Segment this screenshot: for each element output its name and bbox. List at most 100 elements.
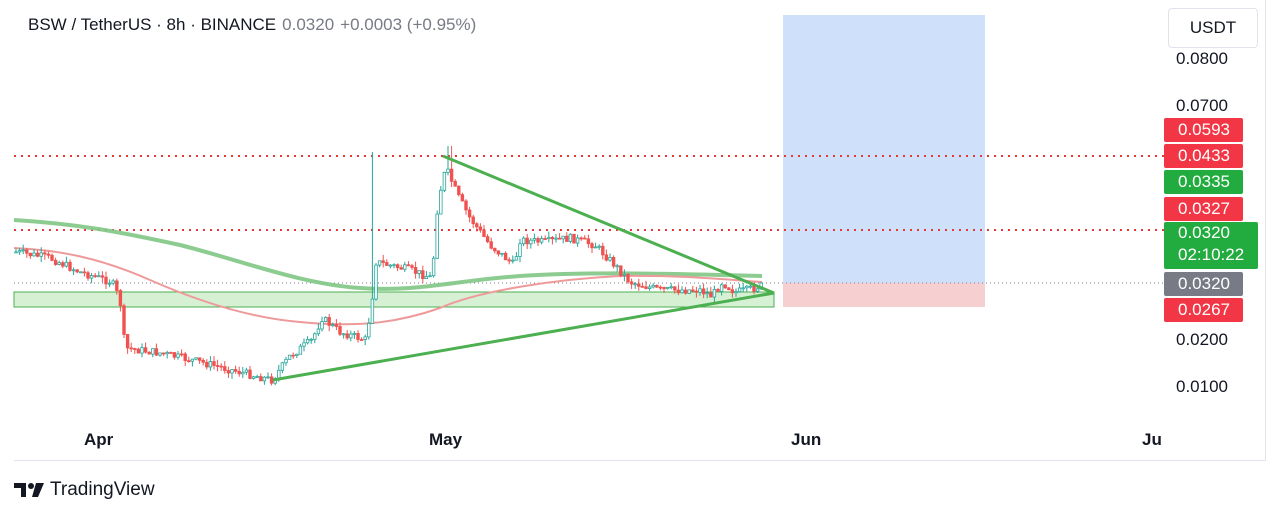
candle-body: [79, 271, 83, 274]
candle-body: [140, 347, 144, 354]
candle-body: [111, 280, 115, 284]
stop-zone[interactable]: [783, 283, 985, 307]
price-change: +0.0003 (+0.95%): [340, 15, 477, 34]
candle-body: [334, 324, 339, 327]
candle-body: [215, 365, 220, 367]
candle-body: [295, 353, 299, 357]
candle-body: [719, 284, 724, 292]
candle-body: [313, 333, 317, 340]
x-label-jul: Ju: [1142, 430, 1162, 449]
candle-body: [226, 370, 231, 374]
candle-body: [255, 376, 259, 378]
candle-body: [727, 287, 731, 291]
candle-body: [421, 270, 425, 280]
candle-body: [403, 264, 407, 270]
candle-body: [755, 288, 760, 292]
candle-body: [399, 267, 403, 270]
candle-body: [302, 342, 306, 347]
candle-body: [424, 276, 429, 280]
candle-body: [341, 333, 346, 336]
candle-body: [608, 257, 612, 261]
candle-body: [485, 236, 490, 243]
candle-body: [345, 333, 349, 339]
symbol-title[interactable]: BSW / TetherUS · 8h · BINANCE: [28, 15, 277, 34]
candle-body: [147, 351, 151, 355]
candle-body: [745, 285, 749, 289]
candle-body: [640, 285, 645, 288]
candle-body: [320, 321, 324, 330]
candle-body: [748, 285, 753, 288]
triangle-upper-trendline[interactable]: [442, 154, 775, 295]
candle-body: [507, 259, 511, 262]
y-tick-0200: 0.0200: [1176, 330, 1228, 349]
candle-body: [32, 252, 36, 257]
candle-body: [467, 209, 472, 218]
currency-unit-button[interactable]: USDT: [1168, 8, 1258, 48]
brand-name: TradingView: [50, 479, 155, 500]
candle-body: [565, 235, 569, 242]
candle-body: [377, 260, 382, 266]
candle-body: [374, 264, 378, 300]
candle-body: [161, 352, 166, 355]
candle-body: [449, 168, 454, 182]
candle-body: [737, 287, 742, 293]
candle-body: [154, 348, 159, 356]
ema-fast-line: [13, 247, 763, 326]
candle-body: [698, 288, 702, 293]
candle-body: [100, 275, 105, 278]
chart-frame[interactable]: [14, 0, 1266, 461]
candle-body: [57, 262, 61, 265]
candle-body: [208, 361, 213, 368]
target-zone[interactable]: [783, 15, 985, 283]
candle-body: [730, 289, 735, 294]
candle-body: [647, 286, 652, 289]
candle-body: [187, 360, 191, 362]
candle-body: [622, 273, 627, 276]
candle-body: [151, 348, 155, 355]
candle-body: [687, 289, 691, 294]
price-tag-resistance-upper: 0.0433: [1164, 144, 1243, 168]
candle-body: [133, 348, 137, 350]
candle-body: [694, 290, 699, 293]
candle-body: [471, 216, 475, 225]
candle-body: [176, 353, 180, 358]
candle-body: [478, 226, 483, 231]
candle-body: [655, 284, 659, 288]
candle-body: [680, 289, 684, 294]
candle-body: [46, 253, 51, 256]
candle-body: [572, 233, 576, 244]
candle-body: [381, 260, 385, 263]
candle-body: [115, 280, 119, 291]
candle-body: [482, 229, 486, 237]
candle-body: [61, 262, 65, 267]
x-label-may: May: [429, 430, 463, 449]
candle-body: [125, 334, 130, 349]
candle-body: [237, 370, 241, 375]
candle-body: [86, 272, 90, 279]
candle-body: [615, 265, 619, 268]
candle-body: [521, 237, 526, 245]
candle-body: [637, 283, 641, 287]
candle-body: [298, 345, 303, 355]
candle-body: [266, 376, 270, 379]
candle-body: [17, 250, 22, 253]
candle-body: [262, 376, 267, 382]
candle-body: [248, 369, 252, 379]
y-tick-0800: 0.0800: [1176, 49, 1228, 68]
candle-body: [709, 292, 713, 298]
candle-body: [439, 189, 443, 215]
candle-body: [349, 333, 353, 339]
candle-body: [651, 284, 655, 288]
candle-body: [557, 237, 562, 240]
candle-body: [269, 376, 274, 384]
triangle-lower-trendline[interactable]: [272, 291, 775, 382]
candle-body: [53, 259, 58, 265]
candle-body: [363, 336, 367, 340]
candle-body: [669, 286, 673, 289]
tradingview-branding[interactable]: TradingView: [14, 479, 155, 501]
candle-body: [601, 245, 605, 256]
support-zone[interactable]: [13, 291, 775, 308]
candle-body: [14, 251, 18, 254]
candle-body: [183, 353, 187, 361]
